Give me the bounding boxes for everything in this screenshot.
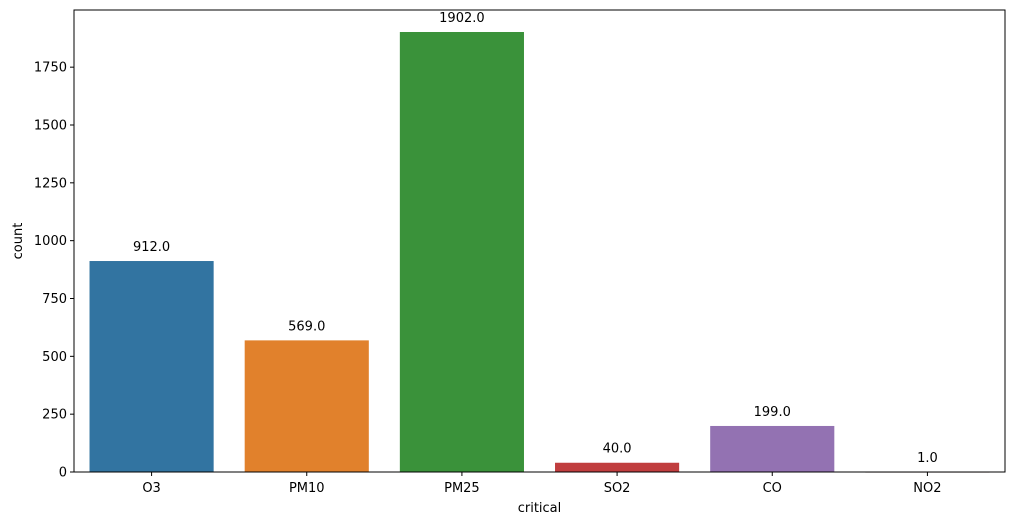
x-tick-label-pm10: PM10 [289,481,325,496]
bar-o3 [89,261,214,472]
data-label-so2: 40.0 [603,442,632,457]
y-axis: 0 250 500 750 1000 1250 1500 1750 [34,61,74,481]
x-tick-label-pm25: PM25 [444,481,480,496]
bars-group [89,32,990,473]
bar-co [710,425,835,472]
data-labels-group: 912.0 569.0 1902.0 40.0 199.0 1.0 [133,11,938,466]
x-axis-label: critical [518,501,562,516]
y-tick-label-1000: 1000 [34,234,67,249]
y-tick-label-0: 0 [59,466,67,481]
y-tick-label-500: 500 [42,350,67,365]
y-axis-label: count [11,223,26,260]
data-label-co: 199.0 [754,405,791,420]
y-tick-label-1500: 1500 [34,118,67,133]
x-axis: O3 PM10 PM25 SO2 CO NO2 [142,472,942,496]
y-tick-label-750: 750 [42,292,67,307]
y-tick-label-250: 250 [42,408,67,423]
bar-so2 [555,462,680,472]
bar-pm10 [244,340,369,472]
x-tick-label-so2: SO2 [604,481,631,496]
data-label-no2: 1.0 [917,451,938,466]
data-label-pm10: 569.0 [288,319,325,334]
y-tick-label-1750: 1750 [34,61,67,76]
bar-pm25 [399,32,524,472]
x-tick-label-o3: O3 [142,481,161,496]
x-tick-label-no2: NO2 [913,481,941,496]
data-label-o3: 912.0 [133,240,170,255]
y-tick-label-1250: 1250 [34,176,67,191]
x-tick-label-co: CO [763,481,782,496]
plot-frame [73,9,1006,473]
data-label-pm25: 1902.0 [439,11,485,26]
